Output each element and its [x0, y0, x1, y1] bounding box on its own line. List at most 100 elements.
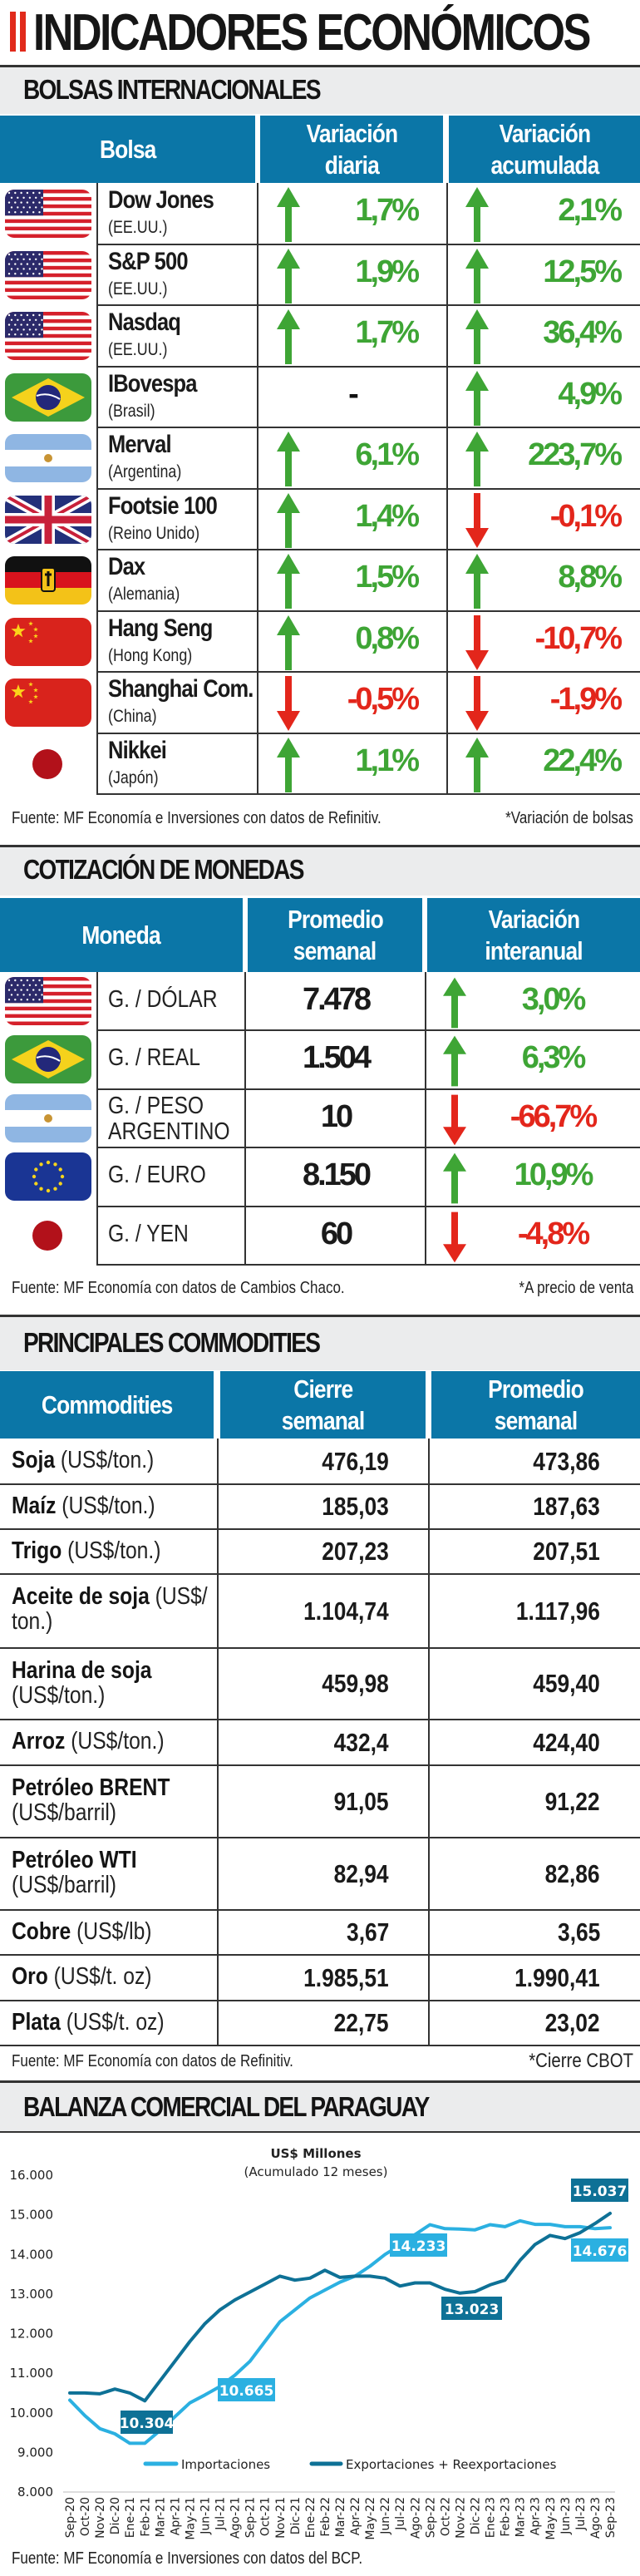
- daily-variation: 1,1%: [355, 743, 420, 778]
- column-header-label: Variación: [499, 118, 590, 148]
- grid-line: [0, 1954, 640, 1956]
- currency-pair: G. / EURO: [108, 1162, 206, 1189]
- x-tick-label: Oct-20: [79, 2497, 92, 2536]
- x-tick-label: Mar-22: [334, 2497, 347, 2537]
- table-row: G. / REAL 1.504 6,3%: [0, 1030, 640, 1088]
- x-tick-label: Feb-21: [139, 2497, 152, 2537]
- column-header: Bolsa: [0, 116, 255, 183]
- index-name: Nikkei: [108, 736, 167, 764]
- data-label: 10.665: [219, 2383, 274, 2400]
- index-country: (Argentina): [108, 462, 182, 481]
- column-header-label: semanal: [281, 1405, 365, 1435]
- x-tick-label: Apr-23: [529, 2497, 543, 2535]
- page-title: INDICADORES ECONÓMICOS: [33, 4, 591, 62]
- commodity-unit: (US$/ton.): [71, 1728, 165, 1754]
- ar-flag-icon: [5, 434, 91, 482]
- arrow-up-icon: [465, 552, 490, 610]
- grid-line: [96, 549, 640, 550]
- weekly-average: 91,22: [545, 1786, 600, 1816]
- yearly-variation: 10,9%: [514, 1157, 594, 1193]
- arrow-up-icon: [276, 185, 301, 244]
- table-row: Arroz (US$/ton.) 432,4 424,40: [0, 1720, 640, 1765]
- x-tick-label: Oct-21: [259, 2497, 273, 2536]
- column-header: Cierre semanal: [220, 1371, 426, 1439]
- grid-line: [96, 609, 640, 612]
- data-label-box: [571, 2238, 628, 2262]
- grid-line: [244, 972, 246, 1265]
- x-tick-label: Ene-23: [485, 2497, 498, 2538]
- chart-subtitle: (Acumulado 12 meses): [244, 2164, 388, 2179]
- commodity-name: Harina de soja (US$/ton.): [12, 1658, 217, 1708]
- column-header: Variación acumulada: [449, 116, 640, 183]
- weekly-average: 7.478: [302, 982, 372, 1017]
- grid-line: [96, 732, 640, 734]
- index-country: (Brasil): [108, 401, 155, 421]
- uk-flag-icon: [5, 495, 91, 544]
- yearly-variation: -66,7%: [510, 1098, 598, 1134]
- divider: [0, 845, 640, 847]
- divider: [0, 1315, 640, 1317]
- grid-line: [96, 365, 640, 368]
- weekly-average: 1.504: [302, 1040, 372, 1076]
- y-tick-label: 10.000: [10, 2406, 54, 2421]
- x-tick-label: Mar-23: [514, 2497, 528, 2537]
- arrow-up-icon: [276, 552, 301, 610]
- column-header-label: Variación: [306, 118, 397, 148]
- x-tick-label: Jun-23: [559, 2497, 573, 2535]
- daily-variation: 0,8%: [355, 620, 420, 656]
- source-note: Fuente: MF Economía e Inversiones con da…: [12, 809, 382, 827]
- data-label: 15.037: [573, 2184, 628, 2200]
- weekly-close: 3,67: [346, 1917, 389, 1947]
- table-row: Petróleo BRENT (US$/barril) 91,05 91,22: [0, 1765, 640, 1838]
- weekly-close: 91,05: [334, 1786, 389, 1816]
- grid-line: [257, 183, 258, 794]
- accumulated-variation: -10,7%: [534, 620, 623, 656]
- currency-pair: G. / YEN: [108, 1220, 189, 1247]
- index-country: (China): [108, 707, 157, 726]
- grid-line: [96, 427, 640, 428]
- arrow-up-icon: [276, 614, 301, 672]
- commodity-label: Aceite de soja: [12, 1583, 150, 1610]
- footnote: *A precio de venta: [519, 1279, 633, 1297]
- grid-line: [0, 1764, 640, 1766]
- de-flag-icon: [5, 556, 91, 605]
- weekly-average: 82,86: [545, 1858, 600, 1888]
- column-header: Moneda: [0, 898, 243, 972]
- data-label-box: [121, 2411, 173, 2434]
- data-label-box: [571, 2179, 628, 2202]
- y-tick-label: 16.000: [10, 2168, 54, 2183]
- grid-line: [0, 1719, 640, 1720]
- weekly-close: 82,94: [334, 1858, 389, 1888]
- legend-label: Importaciones: [181, 2457, 270, 2472]
- table-row: IBovespa (Brasil) - 4,9%: [0, 367, 640, 428]
- table-row: G. / EURO 8.150 10,9%: [0, 1147, 640, 1206]
- commodity-unit: (US$/lb): [76, 1918, 152, 1945]
- commodity-name: Arroz (US$/ton.): [12, 1729, 436, 1754]
- arrow-up-icon: [465, 185, 490, 244]
- index-name: Dax: [108, 553, 145, 580]
- section-header-monedas: COTIZACIÓN DE MONEDAS: [0, 847, 640, 896]
- jp-flag-icon: [5, 740, 91, 788]
- y-tick-label: 13.000: [10, 2287, 54, 2302]
- index-name: S&P 500: [108, 247, 188, 275]
- commodity-unit: (US$/ton.): [62, 1493, 155, 1519]
- arrow-up-icon: [465, 736, 490, 794]
- table-row: G. / YEN 60 -4,8%: [0, 1207, 640, 1265]
- data-label-box: [390, 2233, 447, 2257]
- accumulated-variation: 4,9%: [558, 376, 623, 412]
- commodity-name: Trigo (US$/ton.): [12, 1538, 436, 1563]
- data-label: 14.233: [391, 2238, 446, 2255]
- column-header: Variación diaria: [260, 116, 443, 183]
- column-header: Commodities: [0, 1371, 214, 1439]
- arrow-up-icon: [276, 308, 301, 366]
- y-tick-label: 9.000: [17, 2445, 53, 2460]
- table-row: Harina de soja (US$/ton.) 459,98 459,40: [0, 1648, 640, 1720]
- index-country: (EE.UU.): [108, 340, 168, 359]
- index-country: (Hong Kong): [108, 645, 193, 665]
- yearly-variation: 3,0%: [521, 982, 587, 1017]
- x-tick-label: Nov-22: [454, 2497, 467, 2539]
- column-header-label: interanual: [485, 935, 583, 965]
- index-name: Merval: [108, 431, 172, 458]
- commodity-name: Plata (US$/t. oz): [12, 2010, 436, 2035]
- legend-label: Exportaciones + Reexportaciones: [346, 2457, 557, 2472]
